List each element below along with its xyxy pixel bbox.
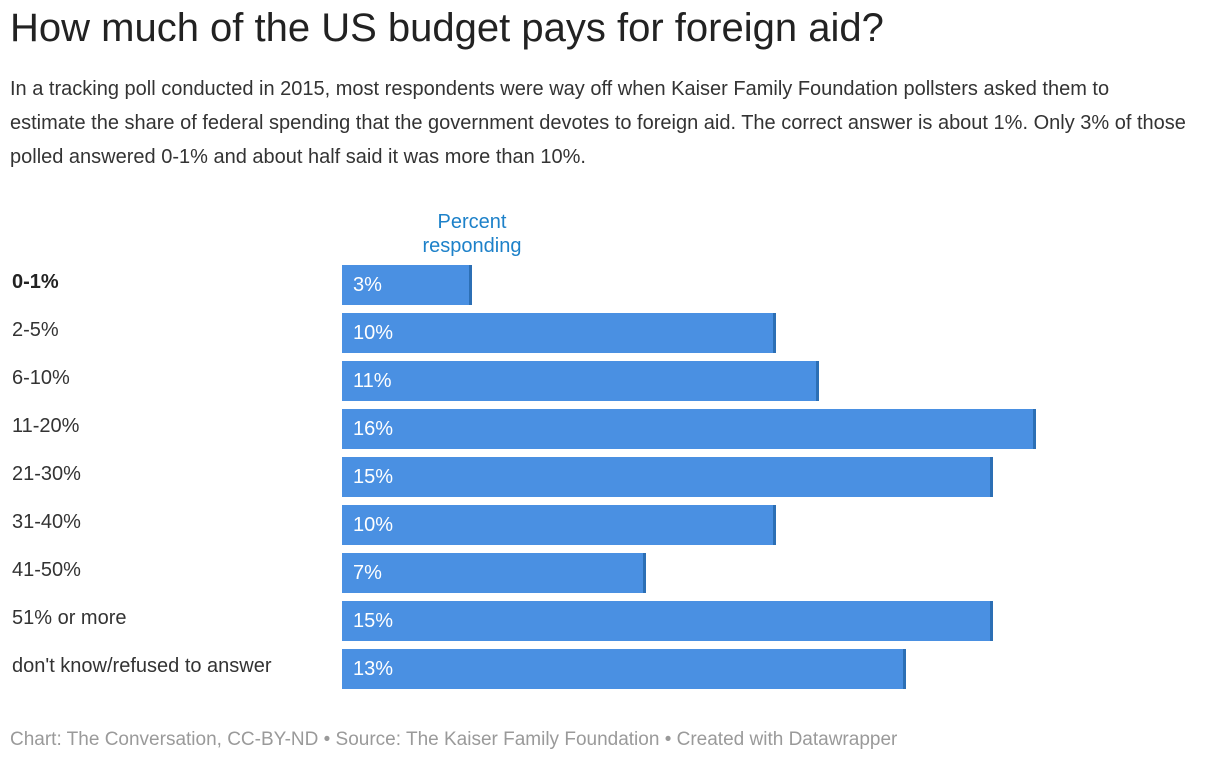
bar-value-label: 15% (353, 466, 394, 488)
bar-value-label: 16% (353, 418, 394, 440)
bar-row: 41-50% 7% (0, 546, 1220, 594)
bar: 15% (342, 601, 993, 641)
category-label: 31-40% (12, 511, 81, 533)
bar-row: 51% or more 15% (0, 594, 1220, 642)
chart-footer: Chart: The Conversation, CC-BY-ND • Sour… (10, 729, 898, 750)
category-label: 2-5% (12, 319, 59, 341)
chart-subtitle: In a tracking poll conducted in 2015, mo… (10, 78, 1186, 168)
category-label: 21-30% (12, 463, 81, 485)
bar: 10% (342, 313, 776, 353)
bar: 3% (342, 265, 472, 305)
category-label: 11-20% (12, 415, 80, 437)
bar-row: 31-40% 10% (0, 498, 1220, 546)
bar: 16% (342, 409, 1036, 449)
bar-value-label: 10% (353, 322, 394, 344)
bar-chart: 0-1% 3% 2-5% 10% 6-10% 11% 11-20% 16% 21-30% 15% 3… (0, 258, 1220, 698)
chart-title: How much of the US budget pays for forei… (10, 6, 884, 50)
bar-row: 2-5% 10% (0, 306, 1220, 354)
bar: 7% (342, 553, 646, 593)
bar: 15% (342, 457, 993, 497)
bar-value-label: 10% (353, 514, 394, 536)
category-label: don't know/refused to answer (12, 655, 272, 677)
bar-value-label: 3% (353, 274, 382, 296)
bar-value-label: 11% (353, 370, 392, 392)
bar-row: 0-1% 3% (0, 258, 1220, 306)
bar-value-label: 15% (353, 610, 394, 632)
bar-row: don't know/refused to answer 13% (0, 642, 1220, 690)
category-label: 0-1% (12, 271, 59, 293)
bar: 11% (342, 361, 819, 401)
category-label: 41-50% (12, 559, 81, 581)
bar-row: 21-30% 15% (0, 450, 1220, 498)
category-label: 6-10% (12, 367, 70, 389)
category-label: 51% or more (12, 607, 127, 629)
bar: 13% (342, 649, 906, 689)
bar-value-label: 13% (353, 658, 394, 680)
bar-row: 6-10% 11% (0, 354, 1220, 402)
bar-value-label: 7% (353, 562, 382, 584)
column-header: Percent responding (422, 211, 522, 257)
bar-row: 11-20% 16% (0, 402, 1220, 450)
bar: 10% (342, 505, 776, 545)
